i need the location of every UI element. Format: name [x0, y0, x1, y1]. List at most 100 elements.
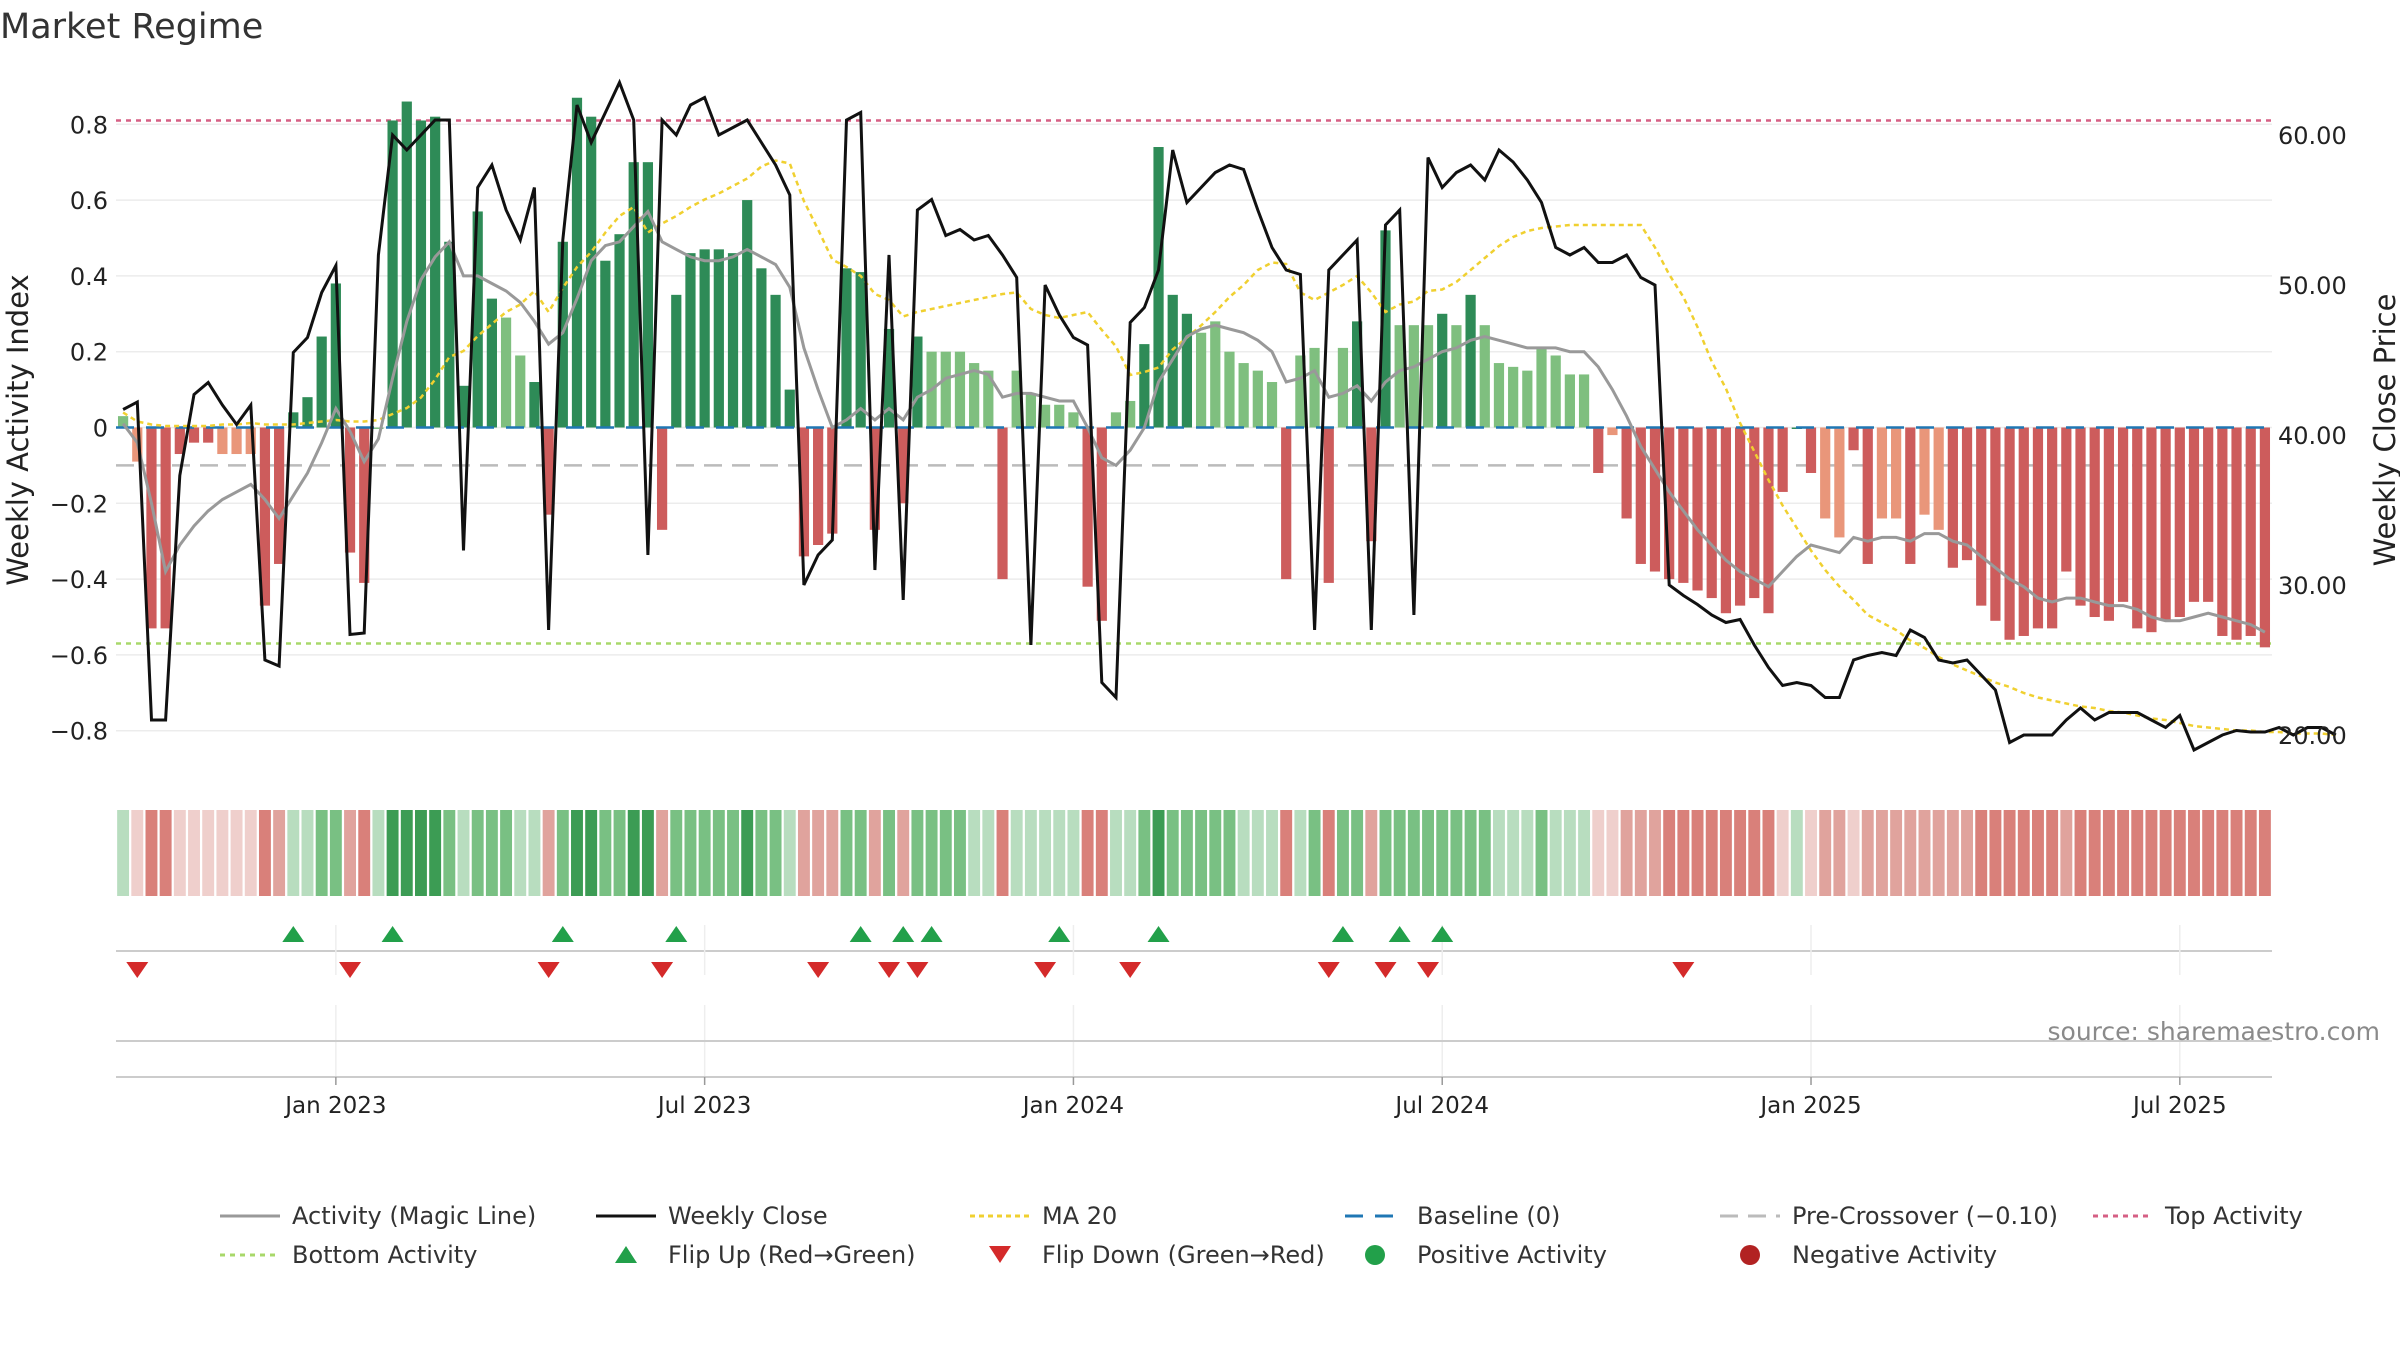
regime-strip-cell: [755, 810, 768, 896]
regime-strip-cell: [840, 810, 853, 896]
regime-strip-cell: [925, 810, 938, 896]
lower-panel: [116, 1005, 2272, 1078]
activity-bar: [1153, 147, 1164, 428]
regime-strip-cell: [514, 810, 527, 896]
regime-strip-cell: [1280, 810, 1293, 896]
activity-bar: [1082, 427, 1093, 587]
activity-bar: [302, 397, 313, 428]
activity-bar: [969, 363, 980, 428]
regime-strip-cell: [1634, 810, 1647, 896]
regime-strip-cell: [1464, 810, 1477, 896]
regime-strip-cell: [1989, 810, 2002, 896]
regime-strip-cell: [2131, 810, 2144, 896]
activity-bar: [1366, 427, 1377, 542]
activity-bar: [245, 427, 256, 455]
legend-swatch: [989, 1246, 1011, 1263]
legend-label: Flip Down (Green→Red): [1042, 1241, 1325, 1269]
flip-down-marker: [126, 962, 149, 978]
activity-bar: [727, 253, 739, 428]
activity-bar: [2188, 427, 2200, 602]
legend-label: Pre-Crossover (−0.10): [1792, 1202, 2058, 1230]
activity-bar: [1011, 370, 1022, 428]
activity-bar: [1493, 363, 1505, 428]
legend-label: Baseline (0): [1417, 1202, 1560, 1230]
right-tick-label: 20.00: [2278, 722, 2347, 750]
regime-strip-cell: [1535, 810, 1548, 896]
regime-strip-cell: [1195, 810, 1208, 896]
activity-bar: [188, 427, 200, 443]
regime-strip-cell: [868, 810, 881, 896]
regime-strip-cell: [202, 810, 215, 896]
regime-strip-cell: [2117, 810, 2130, 896]
regime-strip-cell: [1578, 810, 1591, 896]
activity-bar: [2203, 427, 2214, 602]
activity-bar: [1805, 427, 1817, 473]
regime-strip-cell: [1790, 810, 1803, 896]
regime-strip-cell: [1748, 810, 1761, 896]
activity-bar: [1820, 427, 1831, 519]
legend-label: Positive Activity: [1417, 1241, 1607, 1269]
activity-bar: [1862, 427, 1873, 564]
activity-bar: [1295, 355, 1306, 428]
activity-bar: [1607, 427, 1618, 436]
legend-swatch: [1740, 1245, 1760, 1265]
activity-bar: [274, 427, 285, 564]
activity-bar: [1919, 427, 1930, 515]
regime-strip-cell: [2032, 810, 2044, 896]
legend-item: Pre-Crossover (−0.10): [1720, 1202, 2058, 1230]
regime-strip-cell: [1067, 810, 1080, 896]
regime-strip-cell: [1592, 810, 1605, 896]
activity-bar: [1096, 427, 1107, 621]
activity-bar: [1635, 427, 1646, 564]
legend-label: Weekly Close: [668, 1202, 828, 1230]
activity-bar: [1039, 404, 1051, 428]
regime-strip-cell: [769, 810, 782, 896]
flip-up-marker: [892, 926, 915, 942]
left-tick-label: −0.2: [50, 490, 108, 518]
activity-bar: [1309, 347, 1320, 428]
regime-strip-cell: [1365, 810, 1378, 896]
regime-strip-cell: [1223, 810, 1236, 896]
regime-strip-cell: [1549, 810, 1562, 896]
regime-strip-cell: [1961, 810, 1973, 896]
regime-strip-cell: [1266, 810, 1278, 896]
left-tick-label: 0: [93, 415, 108, 443]
activity-bar: [1224, 351, 1235, 428]
regime-strip-cell: [1677, 810, 1690, 896]
flip-down-marker: [1317, 962, 1340, 978]
regime-strip-cell: [2159, 810, 2172, 896]
regime-strip-cell: [1251, 810, 1264, 896]
activity-bar: [117, 416, 129, 428]
activity-bar: [1834, 427, 1845, 538]
flip-down-marker: [651, 962, 674, 978]
flip-up-marker: [1048, 926, 1071, 942]
regime-strip-cell: [485, 810, 498, 896]
left-tick-label: −0.4: [50, 566, 108, 594]
regime-strip-cell: [244, 810, 257, 896]
chart-title: Market Regime: [0, 7, 263, 47]
x-tick-label: Jul 2024: [1393, 1093, 1489, 1119]
activity-bar: [1125, 400, 1136, 428]
regime-strip-cell: [1762, 810, 1775, 896]
left-tick-label: −0.8: [50, 718, 108, 746]
activity-bar: [2231, 427, 2242, 640]
legend-item: Flip Up (Red→Green): [615, 1241, 916, 1269]
regime-strip-cell: [159, 810, 172, 896]
activity-bar: [2146, 427, 2157, 633]
ma20-line: [122, 159, 2336, 737]
regime-strip-cell: [556, 810, 569, 896]
regime-strip-cell: [2088, 810, 2101, 896]
regime-strip-cell: [542, 810, 555, 896]
regime-strip-cell: [1294, 810, 1307, 896]
regime-strip-cell: [1521, 810, 1534, 896]
regime-strip-cell: [712, 810, 725, 896]
regime-strip-cell: [1237, 810, 1250, 896]
activity-bar: [1891, 427, 1902, 519]
regime-strip-cell: [1351, 810, 1364, 896]
activity-bar: [401, 101, 412, 428]
regime-strip-cell: [1010, 810, 1023, 896]
legend-swatch: [1365, 1245, 1385, 1265]
flip-up-marker: [849, 926, 872, 942]
activity-bar: [259, 427, 271, 606]
activity-bar: [2061, 427, 2072, 572]
